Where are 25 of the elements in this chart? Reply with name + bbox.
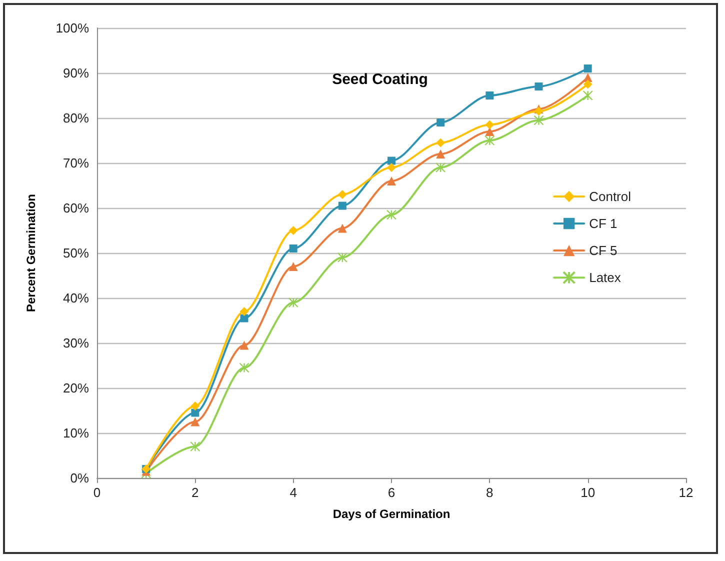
x-tick-label: 0 <box>93 485 101 500</box>
x-tick-label: 12 <box>678 485 694 500</box>
y-tick-label: 10% <box>62 426 90 440</box>
x-tick-label: 4 <box>290 485 297 500</box>
y-tick-label: 60% <box>62 200 90 216</box>
x-tick-label: 8 <box>486 485 494 500</box>
y-tick-label: 40% <box>62 290 90 306</box>
legend-label: CF 1 <box>589 216 618 231</box>
x-axis-title: Days of Germination <box>332 507 450 521</box>
y-tick-label: 30% <box>62 336 90 350</box>
y-tick-label: 90% <box>62 66 90 80</box>
y-tick-label: 50% <box>62 246 90 260</box>
legend-label: CF 5 <box>589 243 618 258</box>
y-tick-label: 80% <box>62 110 90 126</box>
legend-label: Latex <box>589 270 622 286</box>
y-tick-label: 70% <box>62 156 90 170</box>
x-tick-label: 6 <box>388 485 396 500</box>
x-tick-label: 10 <box>580 485 596 500</box>
y-tick-label: 0% <box>70 470 90 486</box>
x-tick-label: 2 <box>192 485 199 500</box>
y-tick-label: 100% <box>56 20 90 36</box>
y-tick-label: 20% <box>62 380 90 396</box>
y-axis-title: Percent Germination <box>24 194 38 312</box>
text: Seed Coating <box>332 71 428 88</box>
legend-label: Control <box>589 189 632 204</box>
